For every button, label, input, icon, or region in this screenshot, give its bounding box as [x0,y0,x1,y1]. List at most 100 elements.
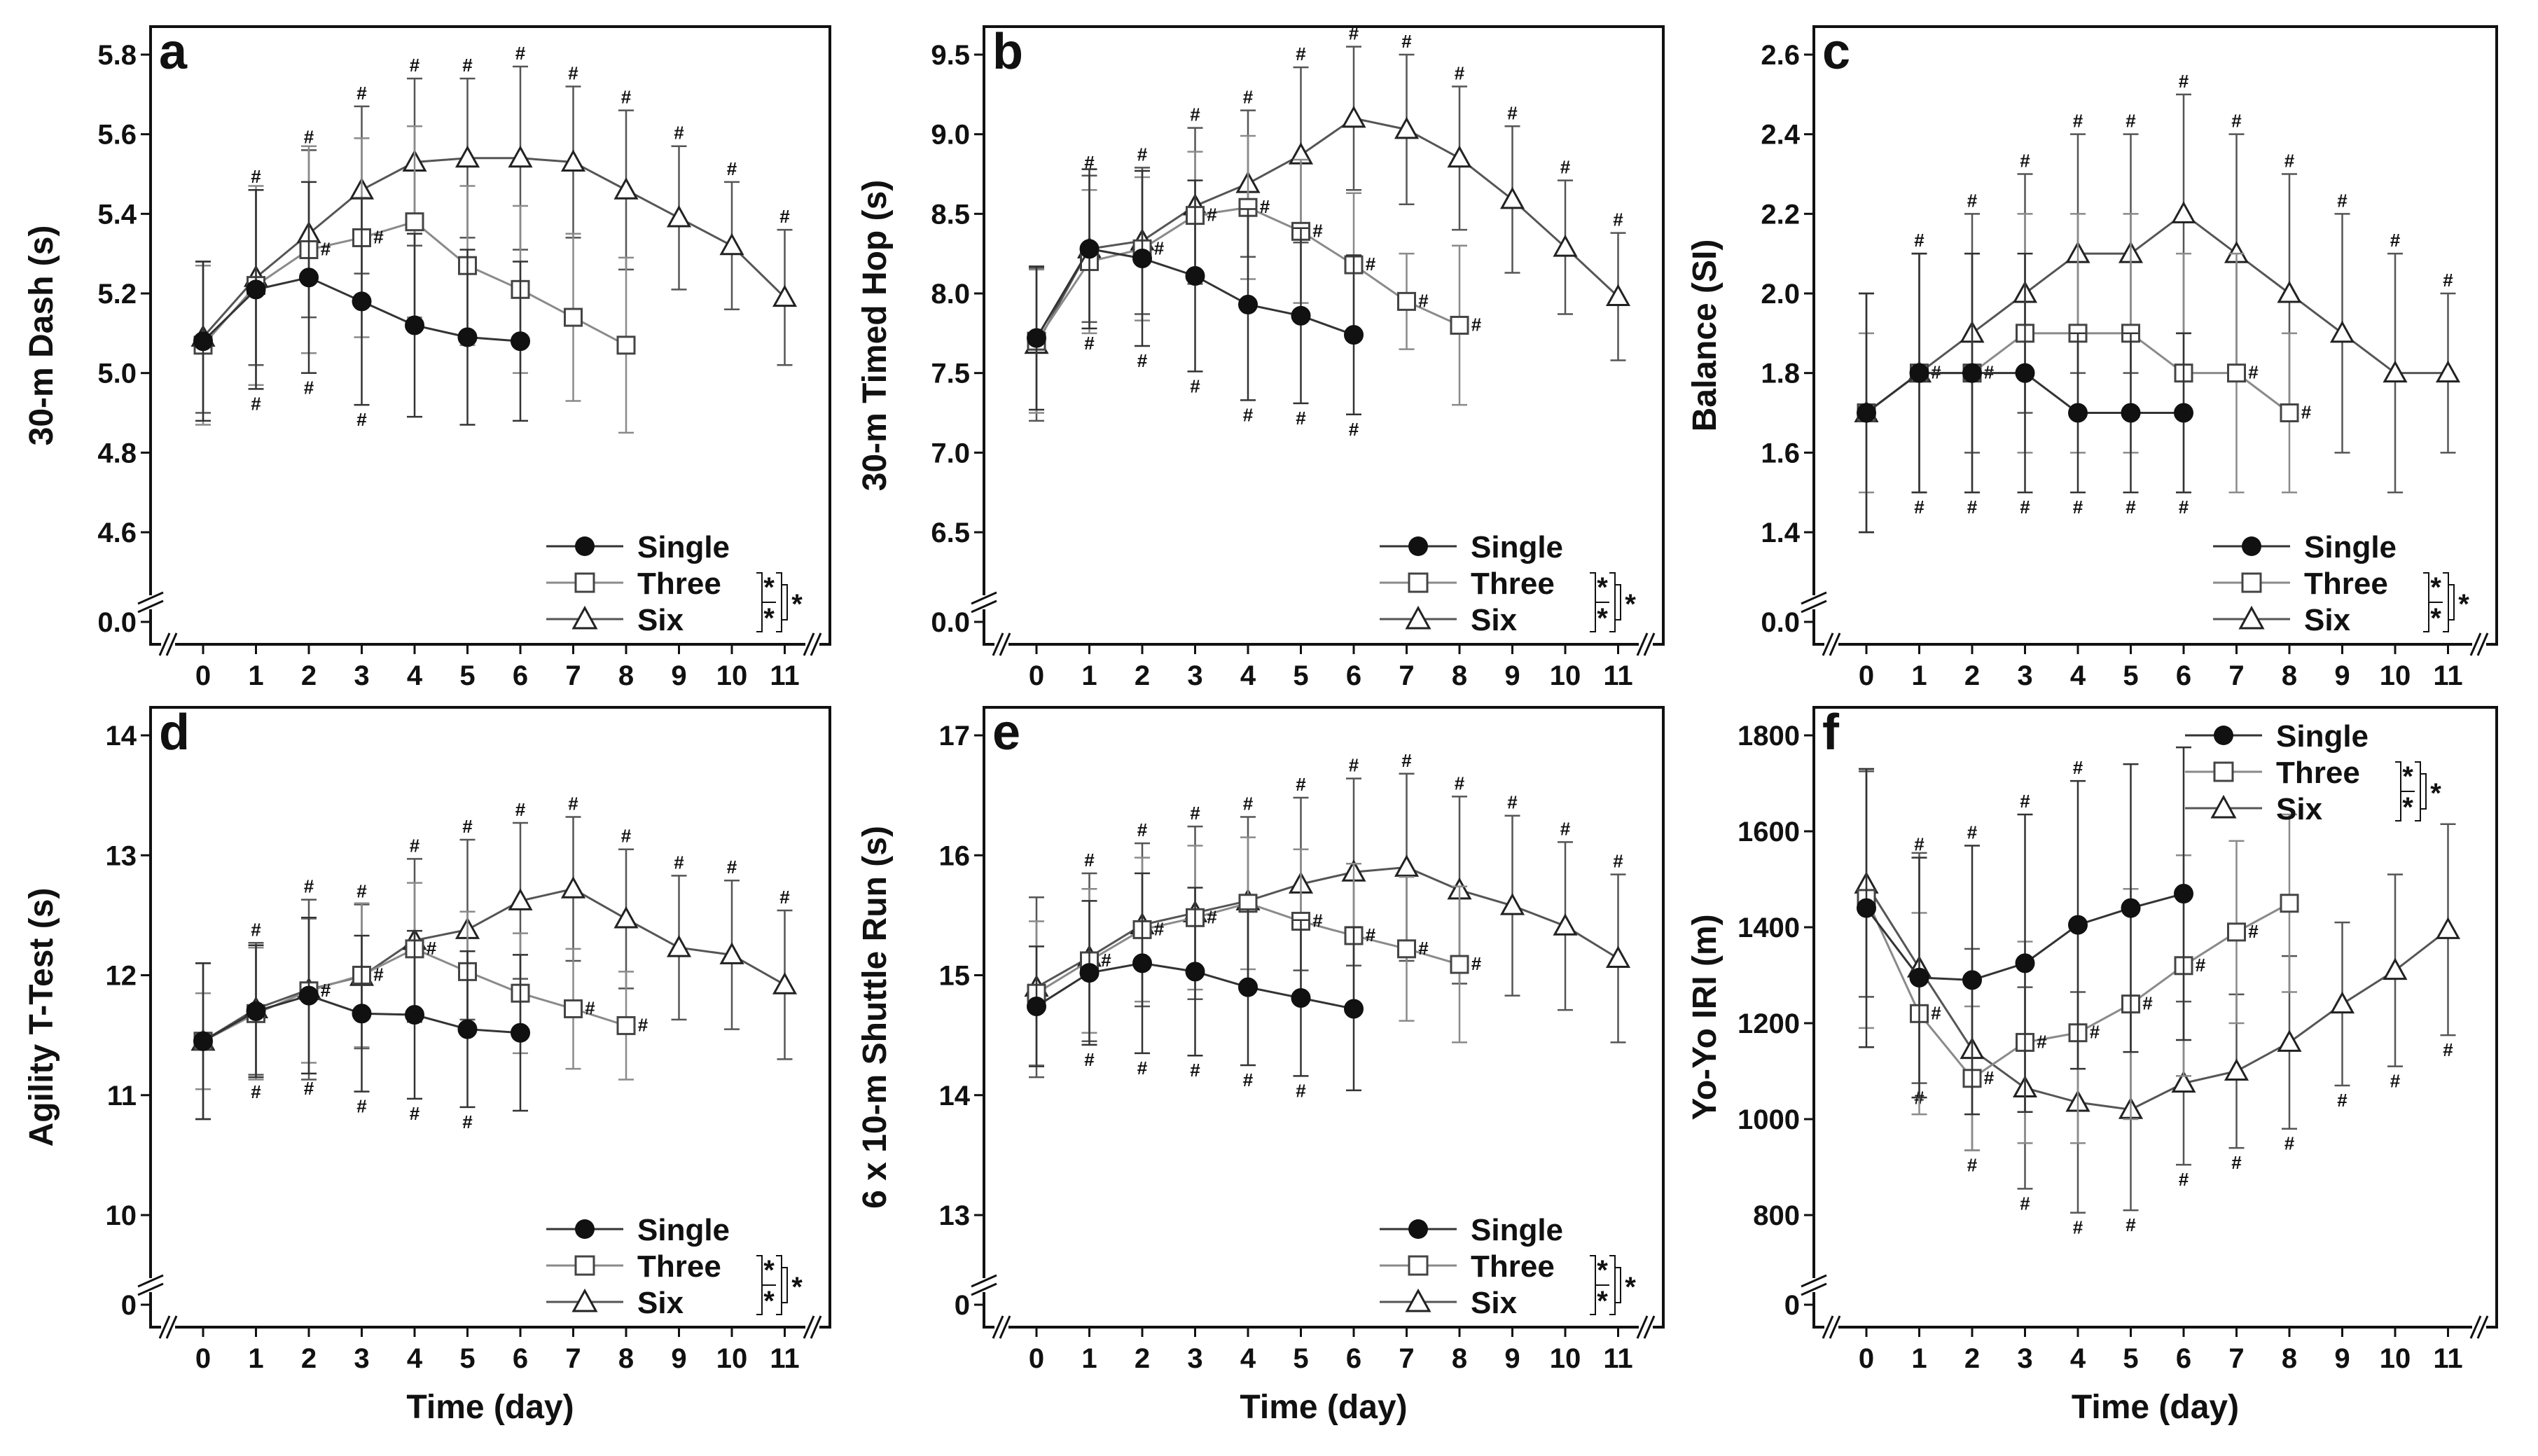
panel-b: b 6.5 7.0 7.5 8.0 8.5 9.0 9.5 0.0 0 1 2 3 4 5 6 7 8 9 10 11 3… [857,23,1665,691]
significance-mark: # [1312,220,1323,241]
significance-mark: # [1084,1049,1095,1070]
panel-c: c 1.4 1.6 1.8 2.0 2.2 2.4 2.6 0.0 0 1 2 3 4 5 6 7 8 9 10 11 B… [1686,24,2498,691]
series-single: # # # # [1857,746,2193,1116]
data-point [772,972,798,994]
legend-bracket [776,1255,782,1315]
legend-marker [1408,536,1428,556]
significance-mark: # [1914,230,1925,251]
significance-mark: # [251,919,261,940]
data-point [2435,360,2461,383]
legend-marker [2241,572,2262,593]
y-tick-label: 8.5 [931,199,970,230]
data-point [1397,291,1416,311]
series-six: # # # # # # # # # # # [1854,71,2461,534]
y-axis-break [1801,1274,1827,1288]
significance-mark: # [2142,993,2153,1014]
legend-star: * [2402,761,2413,792]
data-point [1450,315,1469,335]
significance-mark: # [1296,408,1306,429]
significance-mark: # [2073,497,2083,518]
legend-marker [2242,536,2261,556]
legend-label: Six [1471,603,1518,637]
significance-mark: # [356,880,367,901]
legend-bracket [776,572,782,632]
data-point [1185,962,1205,982]
y-tick-label: 5.6 [97,120,137,151]
significance-mark: # [2284,1133,2295,1154]
significance-mark: # [1084,850,1095,871]
x-axis-break-mask [805,1313,819,1341]
data-point [2171,201,2196,223]
x-tick-label: 11 [2433,660,2462,691]
x-tick-label: 2 [301,660,317,691]
x-axis-break [1643,1315,1656,1339]
series-six: # # # # # # # # # # # [190,43,798,414]
x-tick-label: 7 [565,660,581,691]
significance-mark: # [1401,750,1412,771]
data-point [1394,116,1420,139]
x-axis-break-mask [1824,630,1838,658]
significance-mark: # [1507,792,1518,813]
legend-label: Three [1471,1249,1555,1284]
data-point [508,145,533,168]
series-single: # # # # # # [1857,252,2193,534]
legend-marker [2214,726,2233,745]
x-tick-label: 9 [671,1343,686,1374]
y-tick-label: 1800 [1738,721,1800,751]
significance-mark: # [1507,102,1518,123]
significance-mark: # [2179,1169,2189,1190]
y-tick-label: 5.2 [97,279,137,310]
x-axis-break-mask [994,1313,1008,1341]
y-tick-label: 2.6 [1761,40,1800,71]
y-axis-break [1801,1282,1827,1296]
significance-mark: # [1366,924,1376,945]
data-point [1499,186,1525,209]
y-zero-label: 0.0 [931,607,970,638]
legend-star: * [1625,589,1636,620]
data-point [2277,280,2302,303]
y-zero-label: 0 [121,1290,137,1321]
significance-mark: # [2126,111,2136,132]
y-tick-label: 7.0 [931,438,970,469]
legend-marker [574,572,595,593]
data-point [719,942,744,964]
significance-mark: # [727,857,737,878]
x-tick-label: 2 [1964,660,1980,691]
y-axis-title: Agility T-Test (s) [23,888,60,1147]
significance-mark: # [2337,190,2348,211]
legend-marker [1405,1288,1431,1312]
data-point [1909,363,1929,383]
x-tick-label: 10 [716,1343,748,1374]
x-tick-label: 9 [671,660,686,691]
significance-mark: # [251,393,261,414]
significance-mark: # [304,126,314,147]
x-tick-label: 7 [1399,660,1414,691]
x-tick-label: 1 [1081,660,1097,691]
y-tick-label: 16 [939,840,971,871]
x-tick-label: 11 [770,1343,799,1374]
legend-star: * [1597,1255,1608,1286]
y-axis-break [1801,591,1827,605]
series-line [1866,212,2448,414]
y-tick-label: 11 [107,1081,137,1111]
y-zero-label: 0.0 [97,607,137,638]
x-axis-break [1829,1315,1841,1339]
significance-mark: # [1312,910,1323,931]
x-tick-label: 2 [1135,1343,1150,1374]
x-tick-label: 4 [407,1343,423,1374]
significance-mark: # [1560,818,1571,839]
significance-mark: # [321,238,331,259]
data-point [1857,403,1876,423]
legend-label: Three [637,567,721,601]
y-tick-label: 14 [939,1081,971,1111]
significance-mark: # [2284,151,2295,172]
x-axis-break [1643,632,1656,656]
panel-a: a 4.6 4.8 5.0 5.2 5.4 5.6 5.8 0.0 0 1 2 3 4 5 6 7 8 9 10 11 3… [23,24,831,691]
significance-mark: # [410,835,420,856]
significance-mark: # [727,158,737,179]
y-axis-break-mask [970,595,998,609]
data-point [616,1015,636,1035]
legend-star: * [763,1255,775,1286]
significance-mark: # [1296,1080,1306,1101]
